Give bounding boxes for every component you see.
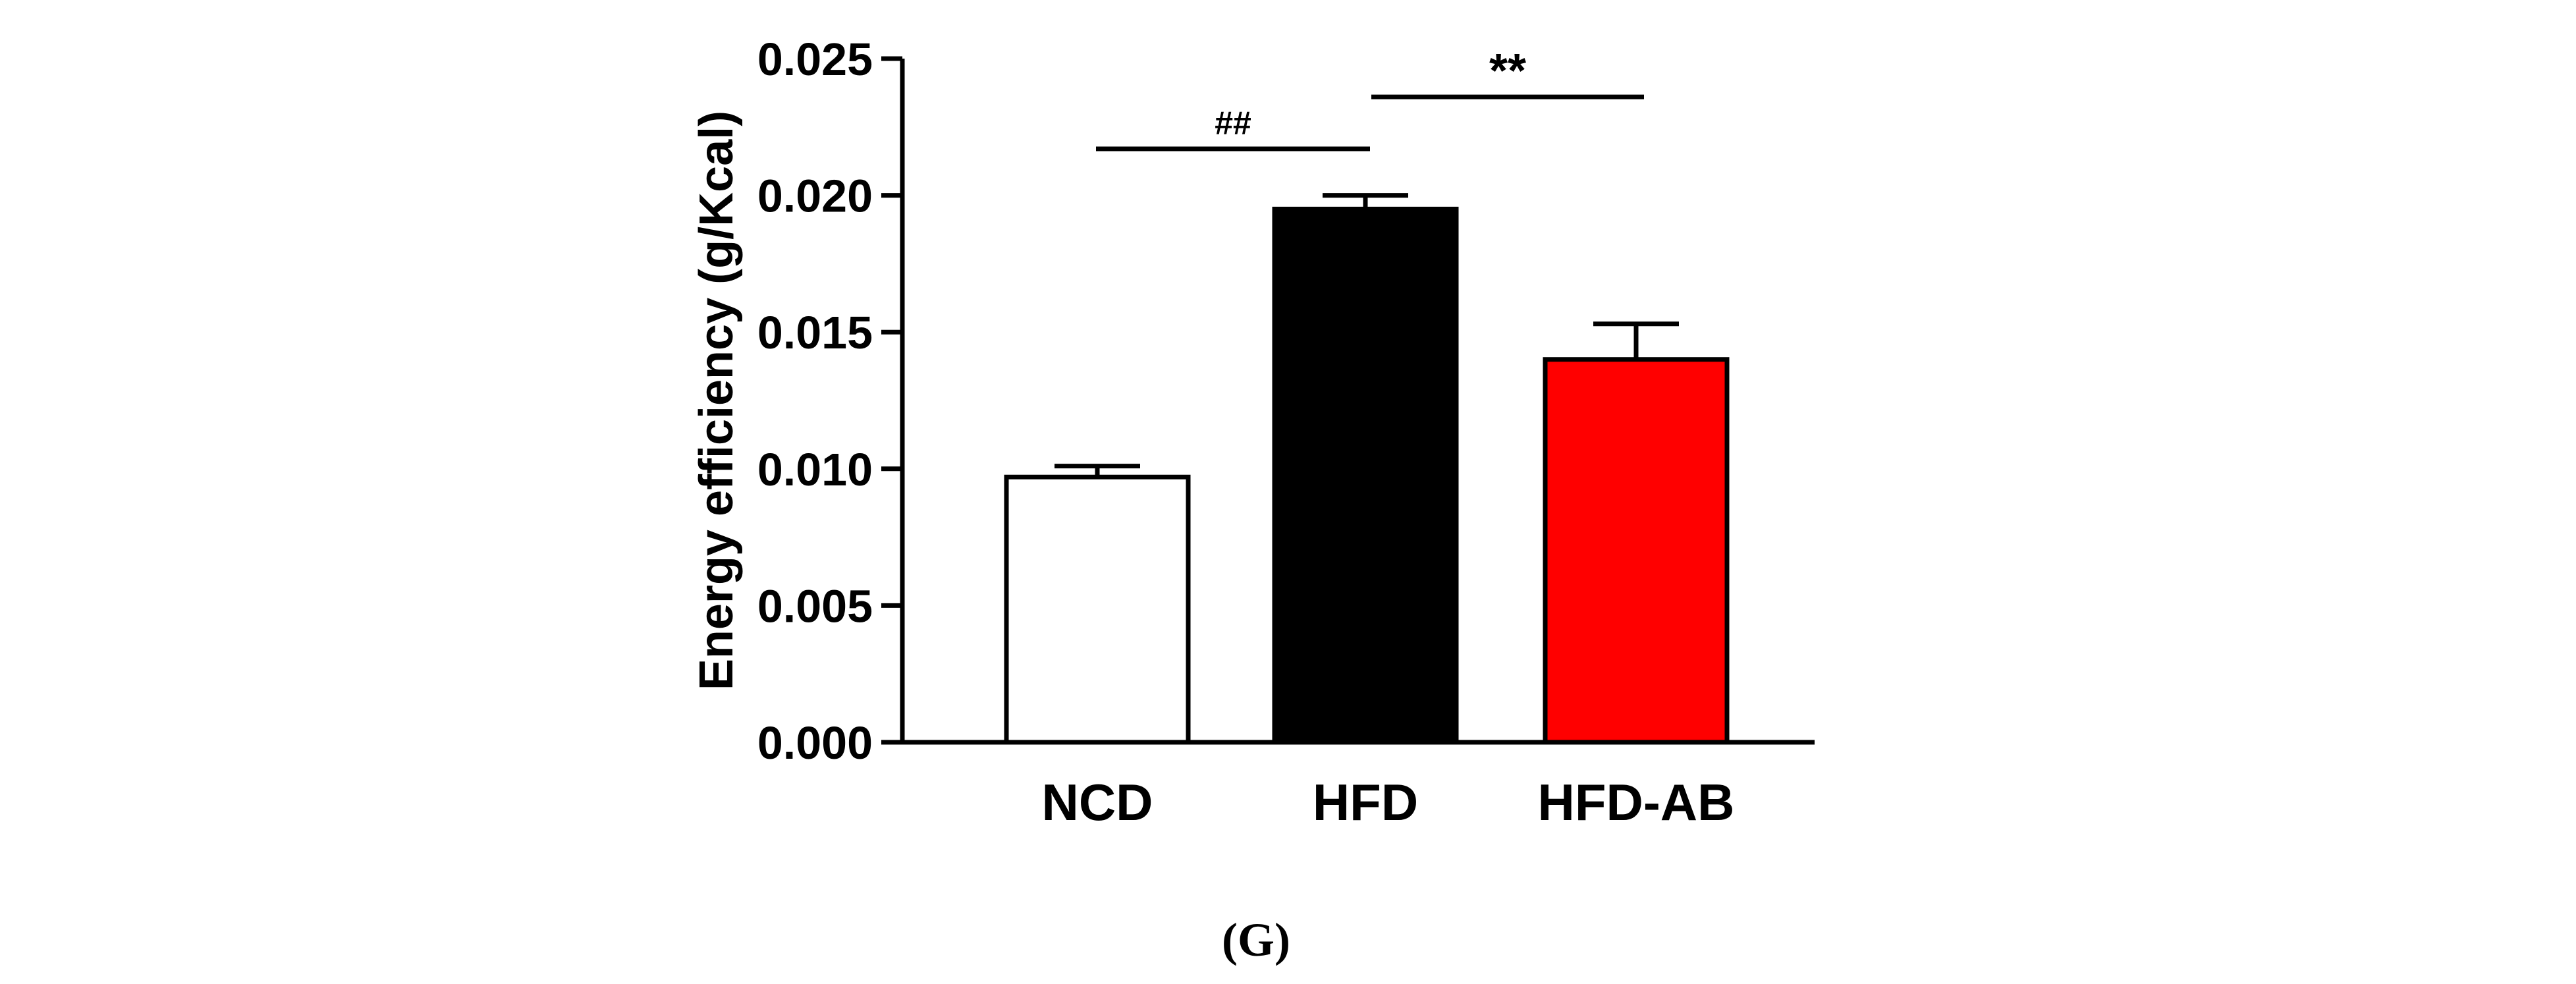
bar-hfd (1272, 206, 1459, 745)
x-tick-label-2: HFD-AB (1538, 773, 1735, 831)
x-tick-label-0: NCD (1042, 773, 1153, 831)
significance-label-1: ** (1489, 45, 1526, 97)
y-tick-label-1: 0.005 (757, 580, 873, 632)
y-tick-label-5: 0.025 (757, 34, 873, 85)
y-tick-label-0: 0.000 (757, 717, 873, 769)
x-tick-labels: NCD HFD HFD-AB (1042, 773, 1735, 831)
significance-annotations: ## ** (1096, 45, 1644, 151)
y-axis-title: Energy efficiency (g/Kcal) (690, 111, 743, 690)
bars (1004, 193, 1730, 745)
y-tick-label-2: 0.010 (757, 444, 873, 495)
panel-label: (G) (1222, 914, 1290, 966)
significance-label-0: ## (1215, 105, 1251, 142)
y-tick-label-3: 0.015 (757, 307, 873, 358)
x-tick-label-1: HFD (1313, 773, 1418, 831)
bar-ncd (1004, 474, 1191, 745)
y-ticks: 0.000 0.005 0.010 0.015 0.020 0.025 (757, 34, 902, 769)
y-tick-label-4: 0.020 (757, 171, 873, 222)
bar-hfd-ab (1543, 357, 1730, 745)
